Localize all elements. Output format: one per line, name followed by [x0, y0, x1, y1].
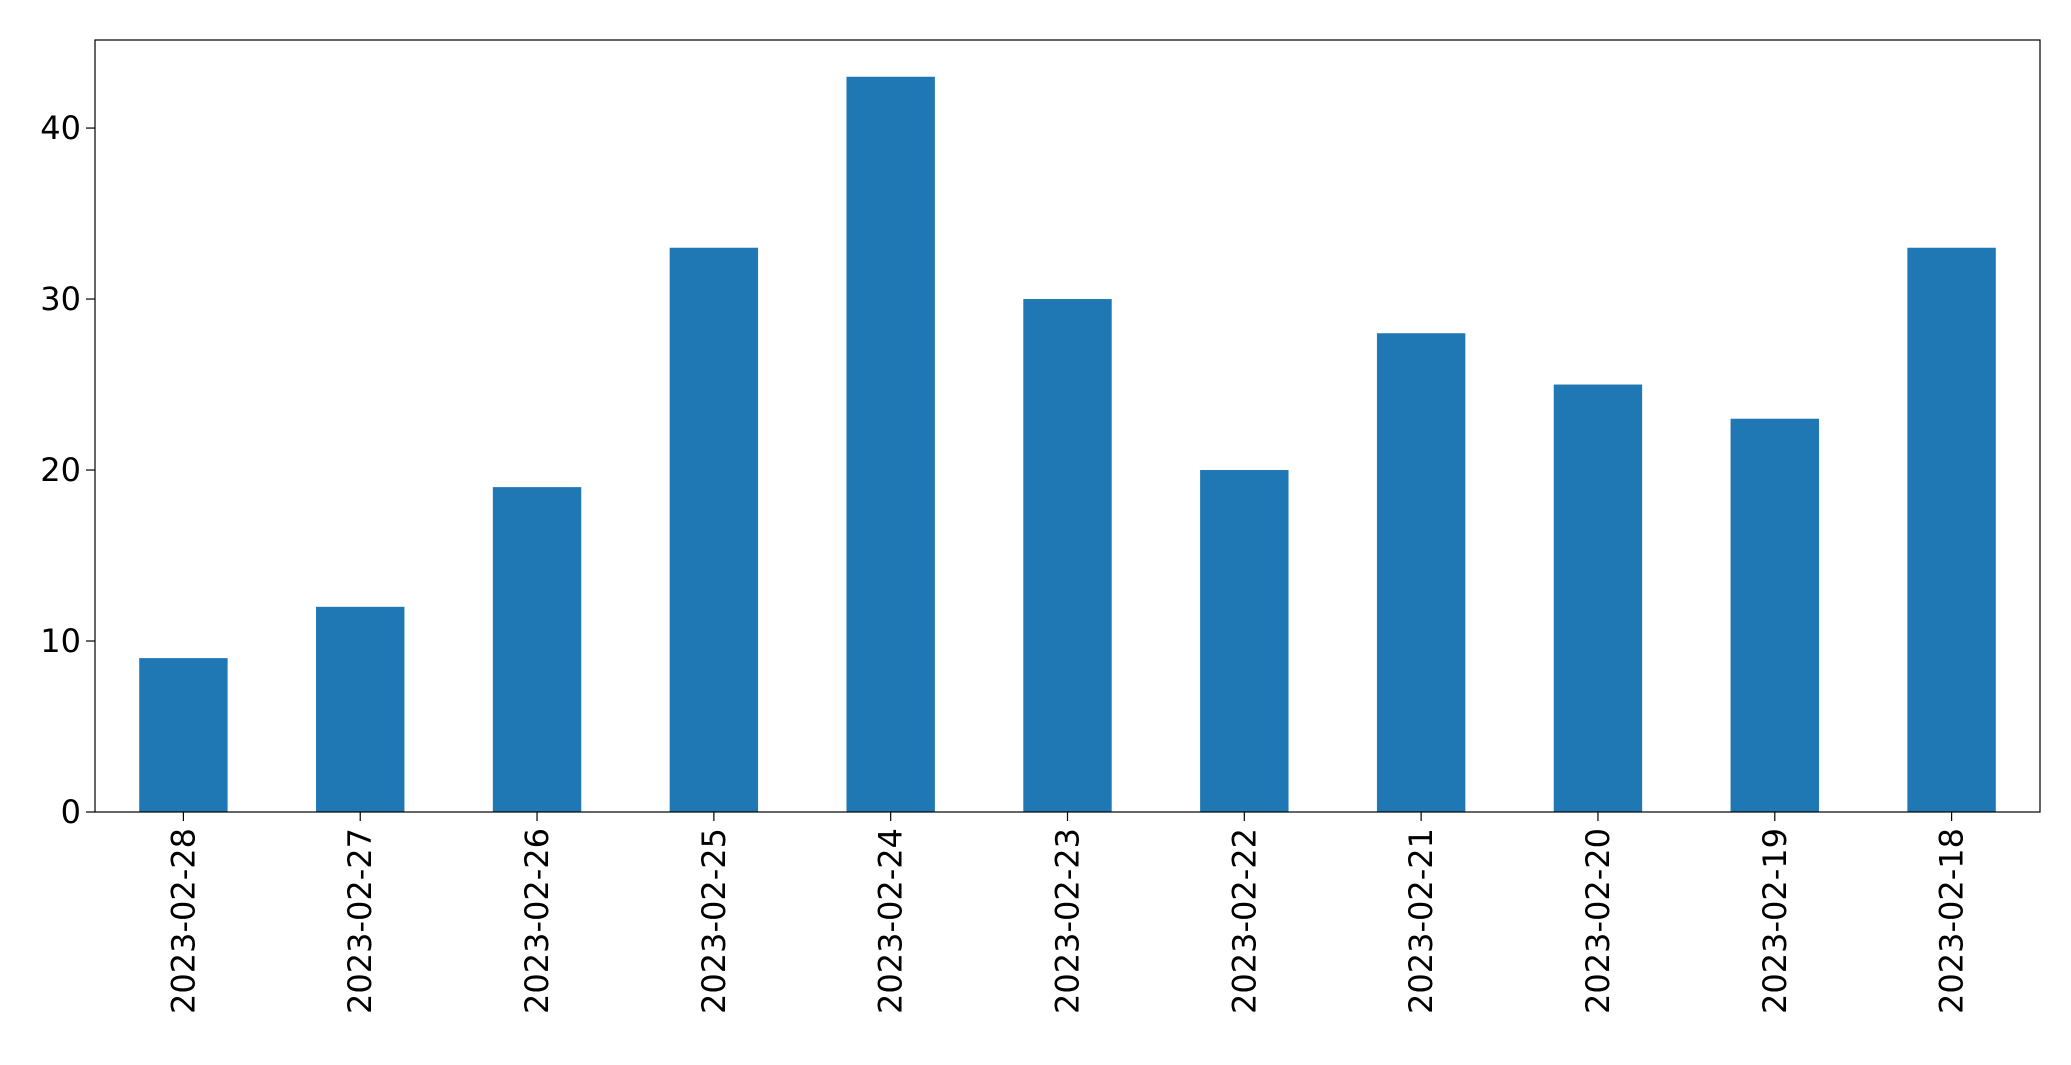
y-tick-label: 10	[40, 622, 81, 660]
bar-2023-02-22	[1200, 470, 1289, 812]
bar-2023-02-24	[846, 76, 935, 812]
x-tick-label: 2023-02-19	[1756, 828, 1794, 1014]
x-tick-label: 2023-02-20	[1579, 828, 1617, 1014]
bar-2023-02-26	[492, 487, 582, 812]
x-tick-label: 2023-02-23	[1049, 828, 1087, 1014]
x-tick-label: 2023-02-27	[341, 828, 379, 1014]
x-tick-label: 2023-02-18	[1933, 828, 1971, 1014]
bar-2023-02-27	[316, 606, 405, 812]
bar-2023-02-18	[1907, 247, 1996, 813]
x-tick-label: 2023-02-28	[164, 828, 202, 1014]
bar-2023-02-21	[1376, 333, 1466, 812]
bar-2023-02-19	[1730, 418, 1819, 812]
y-tick-label: 30	[40, 280, 81, 318]
y-tick-label: 40	[40, 109, 81, 147]
x-tick-label: 2023-02-21	[1402, 828, 1440, 1014]
x-tick-label: 2023-02-24	[872, 828, 910, 1014]
x-tick-label: 2023-02-26	[518, 828, 556, 1014]
bar-2023-02-23	[1023, 299, 1112, 812]
bar-2023-02-28	[139, 658, 228, 812]
y-tick-label: 0	[61, 793, 81, 831]
bar-2023-02-20	[1553, 384, 1643, 812]
y-tick-label: 20	[40, 451, 81, 489]
x-tick-label: 2023-02-22	[1225, 828, 1263, 1014]
x-tick-label: 2023-02-25	[695, 828, 733, 1014]
bar-2023-02-25	[669, 247, 759, 813]
ticks-layer: 0 10 20 30 40 2023-02-28 2023-02-27 2023-02-26 2…	[40, 109, 1970, 1014]
bars-layer	[139, 76, 1996, 813]
